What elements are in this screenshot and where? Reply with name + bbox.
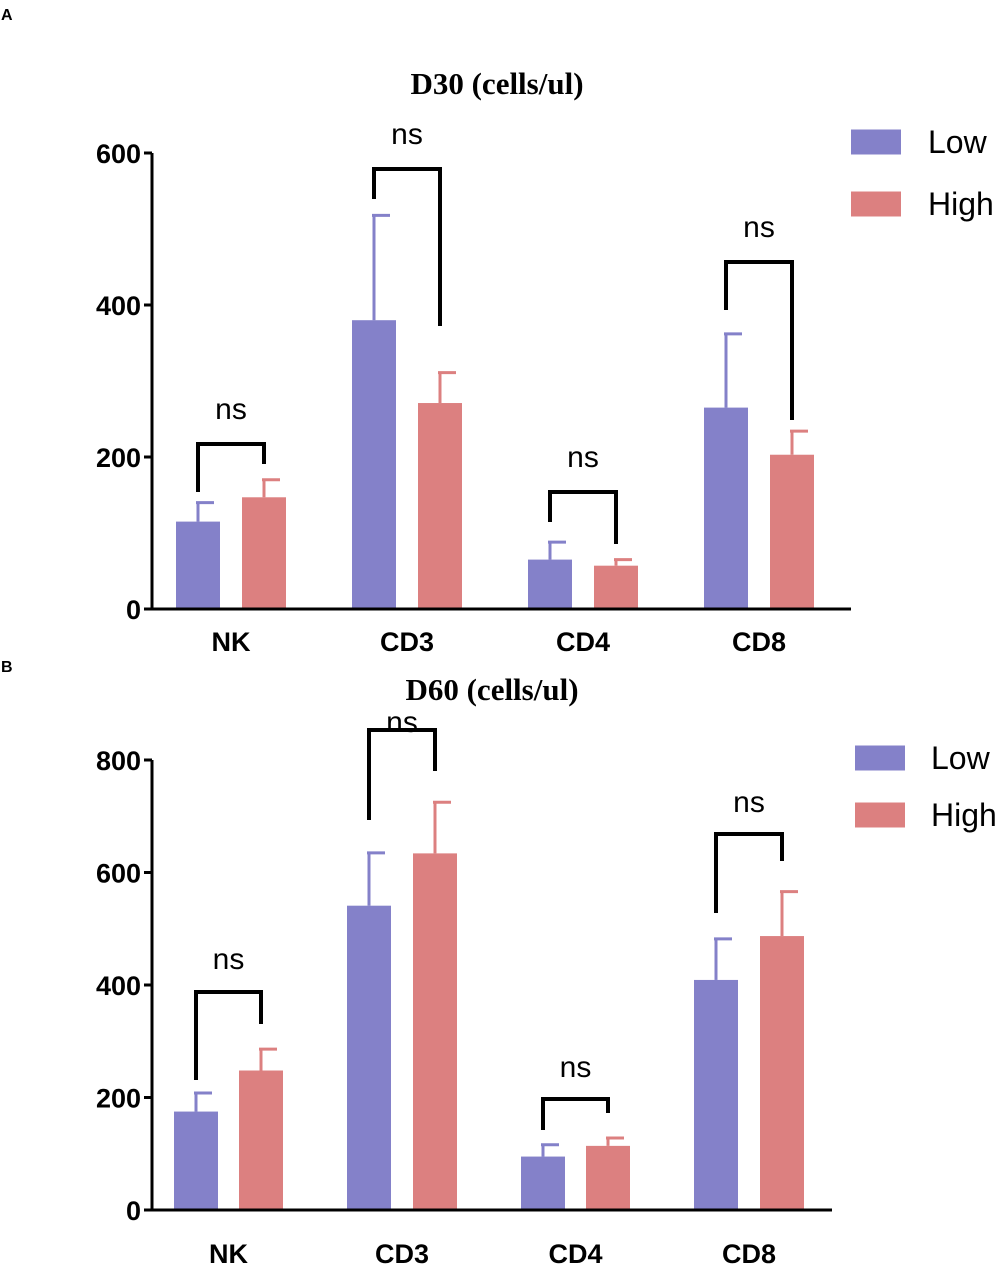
- legend-swatch-low: [851, 129, 901, 155]
- bar-low-cd8: [694, 979, 738, 1210]
- legend-label-high: High: [928, 186, 994, 222]
- x-tick-label-cd8: CD8: [722, 1239, 776, 1267]
- legend-label-low: Low: [928, 124, 988, 160]
- significance-label: ns: [215, 393, 247, 426]
- bar-low-cd8: [704, 407, 748, 609]
- y-tick-label: 200: [96, 1084, 141, 1114]
- significance-label: ns: [391, 118, 423, 151]
- significance-bracket: [196, 442, 266, 492]
- significance-label: ns: [386, 706, 418, 739]
- x-tick-label-cd4: CD4: [548, 1239, 602, 1267]
- bar-high-nk: [242, 497, 286, 609]
- chart-title: D60 (cells/ul): [405, 672, 578, 707]
- x-tick-label-cd3: CD3: [375, 1239, 429, 1267]
- y-tick-label: 400: [96, 291, 141, 321]
- chart-panel-a: A D30 (cells/ul) 0 200 400 600 NK CD3 CD4 CD8 ns ns…: [1, 7, 994, 657]
- y-tick-label: 400: [96, 971, 141, 1001]
- significance-label: ns: [567, 441, 599, 474]
- significance-label: ns: [743, 211, 775, 244]
- significance-label: ns: [560, 1051, 592, 1084]
- bar-high-cd8: [770, 454, 814, 609]
- significance-bracket: [194, 990, 263, 1080]
- significance-bracket: [367, 728, 437, 820]
- legend: Low High: [855, 740, 997, 833]
- legend-swatch-high: [851, 191, 901, 217]
- significance-bracket: [548, 490, 618, 544]
- bar-high-cd8: [760, 936, 804, 1210]
- x-tick-label-nk: NK: [212, 627, 251, 657]
- bar-low-nk: [174, 1111, 218, 1210]
- legend: Low High: [851, 124, 994, 222]
- x-tick-label-cd4: CD4: [556, 627, 610, 657]
- legend-label-low: Low: [931, 740, 991, 776]
- y-tick-label: 600: [96, 139, 141, 169]
- bar-high-cd4: [594, 565, 638, 609]
- bar-high-cd4: [586, 1145, 630, 1210]
- x-tick-label-cd8: CD8: [732, 627, 786, 657]
- bar-low-nk: [176, 521, 220, 609]
- significance-bracket: [714, 832, 784, 913]
- chart-panel-b: B D60 (cells/ul) 0 200 400 600 800 NK CD3 CD4 CD8 n…: [1, 659, 997, 1267]
- y-tick-label: 0: [126, 1196, 141, 1226]
- significance-label: ns: [733, 786, 765, 819]
- significance-label: ns: [213, 943, 245, 976]
- significance-bracket: [724, 260, 794, 420]
- legend-swatch-high: [855, 802, 905, 828]
- significance-bracket: [541, 1097, 610, 1130]
- x-tick-label-cd3: CD3: [380, 627, 434, 657]
- bar-high-cd3: [418, 403, 462, 609]
- y-tick-label: 0: [126, 595, 141, 625]
- bar-low-cd4: [521, 1156, 565, 1210]
- bar-high-nk: [239, 1070, 283, 1210]
- bar-high-cd3: [413, 853, 457, 1210]
- y-tick-label: 200: [96, 443, 141, 473]
- legend-swatch-low: [855, 745, 905, 771]
- y-tick-label: 800: [96, 746, 141, 776]
- panel-letter: B: [1, 659, 13, 676]
- chart-title: D30 (cells/ul): [410, 66, 583, 101]
- significance-bracket: [372, 167, 442, 326]
- x-tick-label-nk: NK: [209, 1239, 248, 1267]
- y-tick-label: 600: [96, 859, 141, 889]
- bar-low-cd4: [528, 559, 572, 609]
- panel-letter: A: [1, 7, 13, 24]
- bar-low-cd3: [347, 905, 391, 1210]
- bar-low-cd3: [352, 320, 396, 609]
- legend-label-high: High: [931, 797, 997, 833]
